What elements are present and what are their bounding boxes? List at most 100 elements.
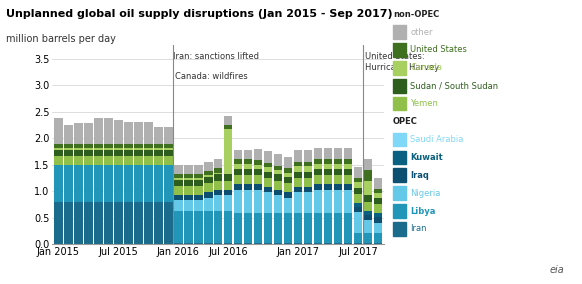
Bar — [74, 144, 83, 148]
Bar — [184, 174, 193, 178]
Bar — [244, 184, 253, 190]
Bar — [254, 243, 262, 244]
Bar — [134, 144, 143, 148]
Text: Iran: Iran — [410, 224, 427, 233]
Bar — [374, 217, 382, 222]
Bar — [224, 181, 232, 190]
Bar — [314, 214, 322, 243]
Bar — [344, 169, 352, 175]
Bar — [264, 172, 272, 178]
Bar — [194, 174, 203, 178]
Bar — [334, 214, 342, 243]
Bar — [344, 164, 352, 169]
Bar — [114, 148, 123, 150]
Bar — [204, 183, 212, 192]
Bar — [264, 187, 272, 192]
Bar — [364, 233, 372, 243]
Bar — [144, 144, 152, 148]
Bar — [324, 190, 332, 214]
Bar — [374, 222, 382, 233]
Bar — [154, 165, 162, 202]
Bar — [294, 243, 303, 244]
Bar — [344, 175, 352, 184]
Bar — [144, 150, 152, 156]
Bar — [374, 189, 382, 193]
Bar — [304, 172, 313, 178]
Bar — [154, 148, 162, 150]
Bar — [214, 190, 222, 195]
Bar — [194, 179, 203, 186]
Bar — [94, 165, 102, 202]
Bar — [314, 164, 322, 169]
Bar — [84, 123, 93, 144]
Bar — [214, 173, 222, 174]
Bar — [114, 202, 123, 244]
Bar — [284, 177, 292, 183]
Bar — [294, 151, 303, 162]
Bar — [284, 198, 292, 214]
Bar — [114, 120, 123, 144]
Bar — [234, 190, 243, 214]
Bar — [264, 192, 272, 214]
Text: million barrels per day: million barrels per day — [6, 34, 116, 44]
Bar — [374, 233, 382, 243]
Bar — [264, 214, 272, 243]
Bar — [364, 214, 372, 220]
Bar — [214, 168, 222, 173]
Bar — [374, 214, 382, 217]
Bar — [164, 165, 172, 202]
Bar — [244, 159, 253, 164]
Bar — [54, 118, 63, 144]
Text: Saudi Arabia: Saudi Arabia — [410, 135, 464, 144]
Bar — [184, 200, 193, 211]
Bar — [184, 243, 193, 244]
Bar — [64, 150, 73, 156]
Bar — [294, 214, 303, 243]
Text: Yemen: Yemen — [410, 99, 438, 108]
Bar — [214, 181, 222, 190]
Bar — [364, 170, 372, 181]
Bar — [54, 144, 63, 148]
Bar — [284, 192, 292, 198]
Bar — [54, 148, 63, 150]
Bar — [334, 148, 342, 159]
Bar — [364, 243, 372, 244]
Bar — [234, 169, 243, 175]
Bar — [124, 144, 133, 148]
Bar — [54, 156, 63, 165]
Text: Canada: wildfires: Canada: wildfires — [175, 72, 248, 81]
Bar — [144, 122, 152, 144]
Bar — [164, 148, 172, 150]
Bar — [214, 243, 222, 244]
Bar — [314, 190, 322, 214]
Bar — [324, 169, 332, 175]
Text: Canada: Canada — [410, 63, 442, 72]
Bar — [224, 125, 232, 129]
Bar — [304, 162, 313, 166]
Bar — [134, 165, 143, 202]
Bar — [114, 156, 123, 165]
Bar — [364, 211, 372, 214]
Bar — [324, 164, 332, 169]
Bar — [74, 156, 83, 165]
Bar — [144, 156, 152, 165]
Bar — [324, 214, 332, 243]
Bar — [354, 212, 363, 233]
Bar — [114, 150, 123, 156]
Bar — [304, 178, 313, 187]
Bar — [274, 214, 282, 243]
Bar — [164, 127, 172, 144]
Bar — [354, 167, 363, 178]
Bar — [184, 211, 193, 243]
Bar — [284, 168, 292, 173]
Bar — [244, 150, 253, 159]
Bar — [274, 174, 282, 181]
Bar — [184, 186, 193, 195]
Bar — [194, 211, 203, 243]
Bar — [154, 127, 162, 144]
Bar — [104, 150, 112, 156]
Bar — [364, 159, 372, 170]
Text: Sudan / South Sudan: Sudan / South Sudan — [410, 81, 498, 90]
Bar — [254, 175, 262, 184]
Bar — [184, 179, 193, 186]
